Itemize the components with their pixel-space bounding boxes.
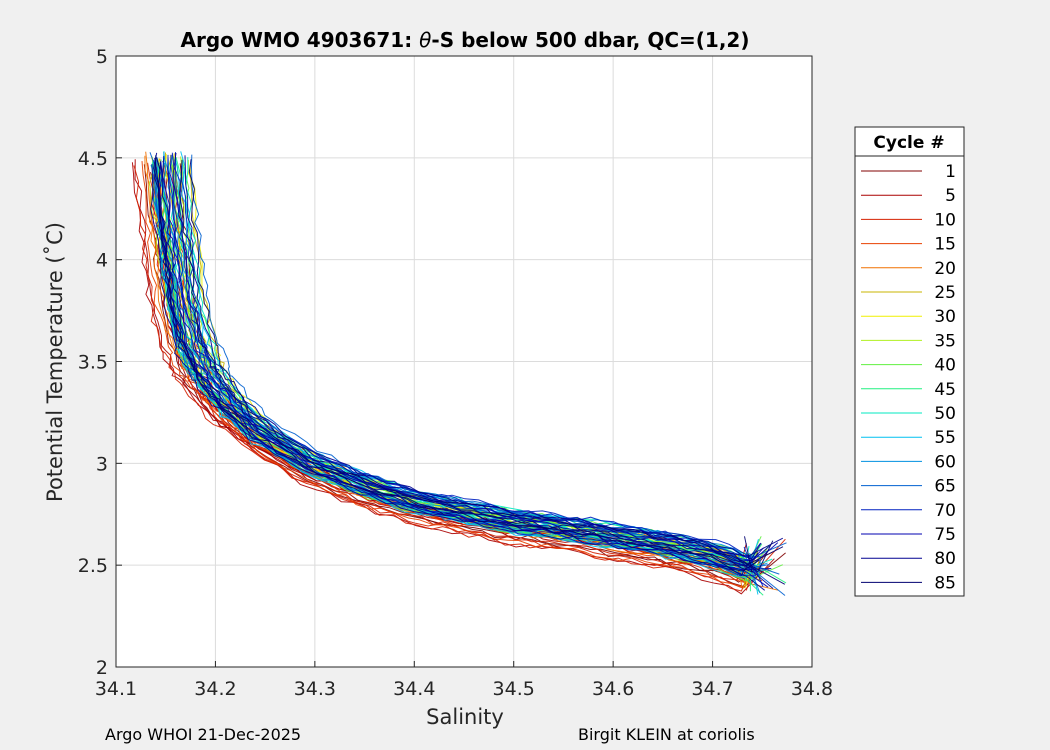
legend-label: 50 — [934, 404, 956, 424]
legend-title: Cycle # — [873, 133, 944, 153]
legend-label: 80 — [934, 549, 956, 569]
profile-line — [159, 162, 766, 591]
legend-label: 65 — [934, 477, 956, 497]
profile-line — [184, 155, 759, 561]
x-tick-label: 34.2 — [194, 678, 236, 700]
profile-line — [190, 154, 761, 574]
profile-line — [188, 159, 774, 573]
y-tick-label: 3 — [96, 453, 108, 475]
x-ticks: 34.1 34.2 34.3 34.4 34.5 34.6 34.7 34.8 — [95, 661, 833, 700]
profile-line — [143, 164, 761, 583]
legend-label: 15 — [934, 235, 956, 255]
footer-source-date: Argo WHOI 21-Dec-2025 — [105, 725, 302, 744]
profile-line — [150, 164, 759, 579]
legend-label: 75 — [934, 525, 956, 545]
legend-box — [854, 126, 965, 597]
profile-line — [154, 157, 784, 566]
y-tick-label: 3.5 — [78, 352, 108, 374]
legend-label: 1 — [945, 162, 956, 182]
x-tick-label: 34.5 — [493, 678, 535, 700]
x-tick-label: 34.6 — [592, 678, 634, 700]
y-tick-label: 4.5 — [78, 148, 108, 170]
y-tick-label: 5 — [96, 46, 108, 68]
profile-line — [133, 165, 740, 581]
profile-line — [152, 152, 774, 589]
y-axis-label: Potential Temperature (˚C) — [43, 222, 67, 502]
x-tick-label: 34.4 — [393, 678, 435, 700]
legend-label: 5 — [945, 186, 956, 206]
profile-line — [150, 163, 762, 576]
legend-label: 40 — [934, 356, 956, 376]
profile-line — [171, 152, 764, 587]
x-tick-label: 34.7 — [691, 678, 733, 700]
profile-line — [154, 159, 760, 572]
legend-label: 35 — [934, 331, 956, 351]
profile-line — [178, 159, 753, 573]
footer-author: Birgit KLEIN at coriolis — [578, 725, 755, 744]
y-tick-label: 4 — [96, 250, 108, 272]
legend-label: 55 — [934, 428, 956, 448]
legend-label: 10 — [934, 210, 956, 230]
y-tick-label: 2 — [96, 657, 108, 679]
legend-label: 25 — [934, 283, 956, 303]
legend-label: 70 — [934, 501, 956, 521]
legend-label: 60 — [934, 452, 956, 472]
legend-label: 85 — [934, 573, 956, 593]
legend: Cycle # 15101520253035404550556065707580… — [854, 126, 965, 597]
x-tick-label: 34.1 — [95, 678, 137, 700]
legend-label: 45 — [934, 380, 956, 400]
x-tick-label: 34.3 — [294, 678, 336, 700]
x-axis-label: Salinity — [426, 705, 504, 729]
y-tick-label: 2.5 — [78, 555, 108, 577]
x-tick-label: 34.8 — [791, 678, 833, 700]
chart-title: Argo WMO 4903671: θ-S below 500 dbar, QC… — [181, 28, 750, 52]
y-ticks: 2 2.5 3 3.5 4 4.5 5 — [78, 46, 122, 679]
profile-line — [175, 152, 761, 557]
profile-line — [155, 155, 786, 585]
legend-label: 20 — [934, 259, 956, 279]
legend-label: 30 — [934, 307, 956, 327]
profile-lines — [131, 151, 787, 596]
